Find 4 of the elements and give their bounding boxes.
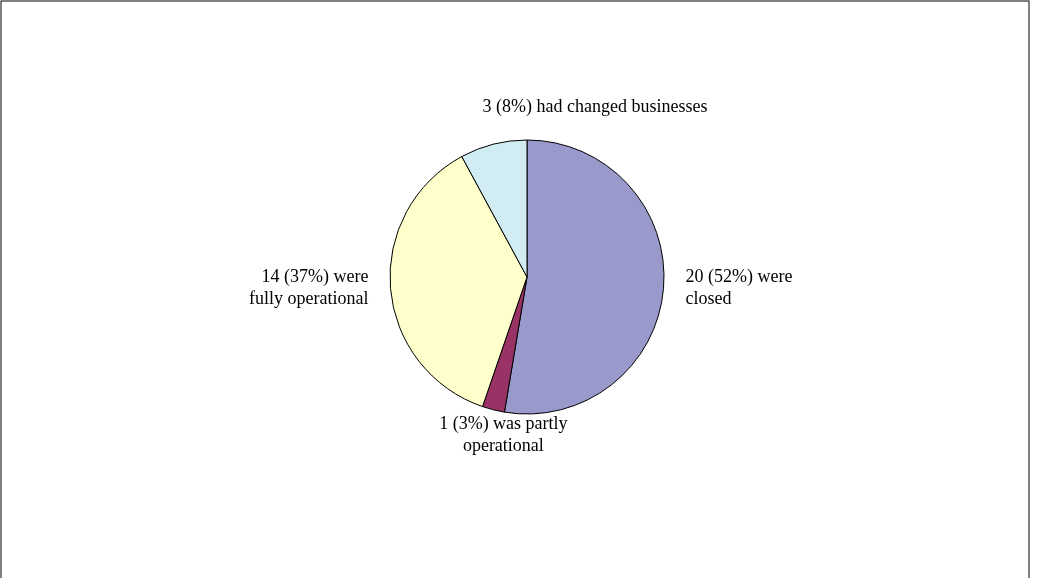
slice-label: 14 (37%) were fully operational (249, 266, 369, 309)
slice-label: 20 (52%) were closed (685, 266, 793, 309)
slice-label: 3 (8%) had changed businesses (482, 96, 708, 117)
slice-label: 1 (3%) was partly operational (439, 413, 568, 455)
